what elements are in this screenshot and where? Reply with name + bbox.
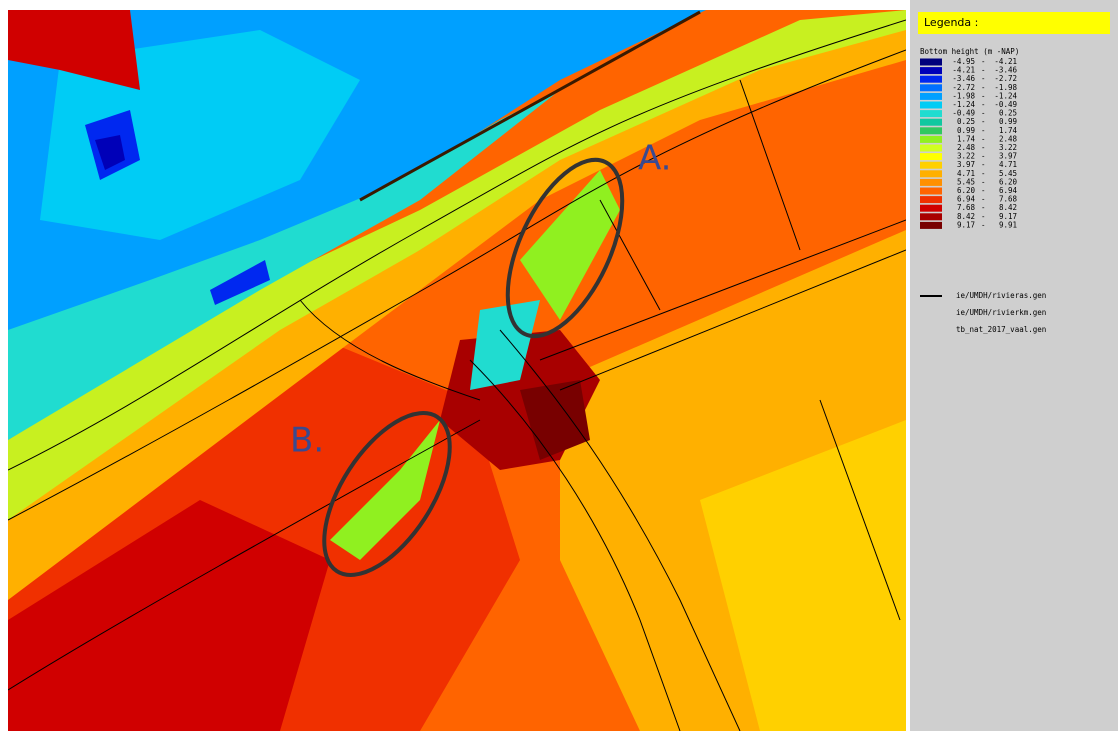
legend-swatch xyxy=(920,119,942,126)
legend-layer: ie/UMDH/rivierkm.gen xyxy=(956,308,1046,317)
legend-swatch xyxy=(920,213,942,220)
legend-swatch xyxy=(920,110,942,117)
page: A. B. Legenda : Bottom height (m -NAP) -… xyxy=(0,0,1118,731)
legend-panel: Legenda : Bottom height (m -NAP) -4.95--… xyxy=(910,0,1118,731)
legend-layer: tb_nat_2017_vaal.gen xyxy=(956,325,1046,334)
annotation-label: A. xyxy=(638,139,671,179)
legend-swatch xyxy=(920,102,942,109)
legend-swatch xyxy=(920,188,942,195)
map: A. B. xyxy=(8,10,906,731)
legend-swatch xyxy=(920,205,942,212)
legend-swatch xyxy=(920,127,942,134)
legend-swatch xyxy=(920,196,942,203)
legend-subtitle: Bottom height (m -NAP) xyxy=(920,47,1019,56)
legend-swatch xyxy=(920,93,942,100)
legend-swatch xyxy=(920,67,942,74)
legend-to: 9.91 xyxy=(999,220,1017,229)
legend-from: 9.17 xyxy=(957,220,975,229)
legend-swatch xyxy=(920,162,942,169)
annotation-label: B. xyxy=(290,421,324,461)
legend-swatch xyxy=(920,76,942,83)
legend-swatch xyxy=(920,222,942,229)
legend-swatch xyxy=(920,136,942,143)
legend-swatch xyxy=(920,59,942,66)
legend-swatch xyxy=(920,179,942,186)
legend-swatch xyxy=(920,153,942,160)
legend-separator: - xyxy=(981,220,986,229)
legend-swatch xyxy=(920,170,942,177)
legend-layer: ie/UMDH/rivieras.gen xyxy=(956,291,1046,300)
legend-title: Legenda : xyxy=(924,16,978,29)
legend-swatch xyxy=(920,84,942,91)
legend-swatch xyxy=(920,145,942,152)
